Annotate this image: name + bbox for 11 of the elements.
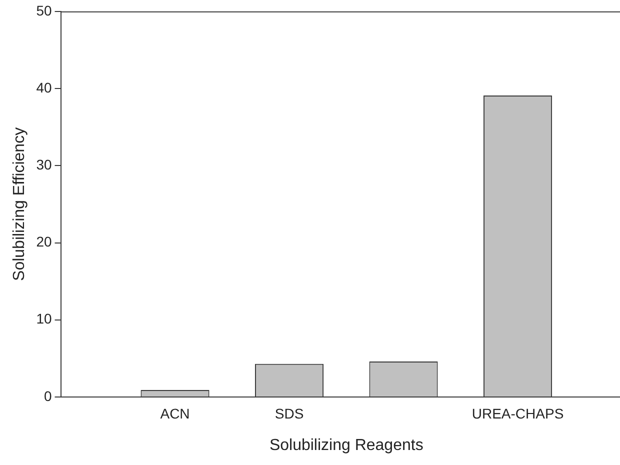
x-tick-label: SDS xyxy=(274,405,304,422)
y-tick-label: 30 xyxy=(36,156,52,172)
y-tick-label: 20 xyxy=(36,234,52,250)
y-tick-label: 10 xyxy=(36,310,52,327)
x-axis-title: Solubilizing Reagents xyxy=(269,436,424,454)
y-tick-label: 0 xyxy=(44,388,52,404)
x-tick-label: UREA-CHAPS xyxy=(472,405,564,422)
y-axis-title: Solubilizing Efficiency xyxy=(11,127,28,281)
y-tick-label: 50 xyxy=(36,2,52,18)
y-tick-label: 40 xyxy=(36,79,52,96)
x-tick-label: ACN xyxy=(160,405,190,422)
